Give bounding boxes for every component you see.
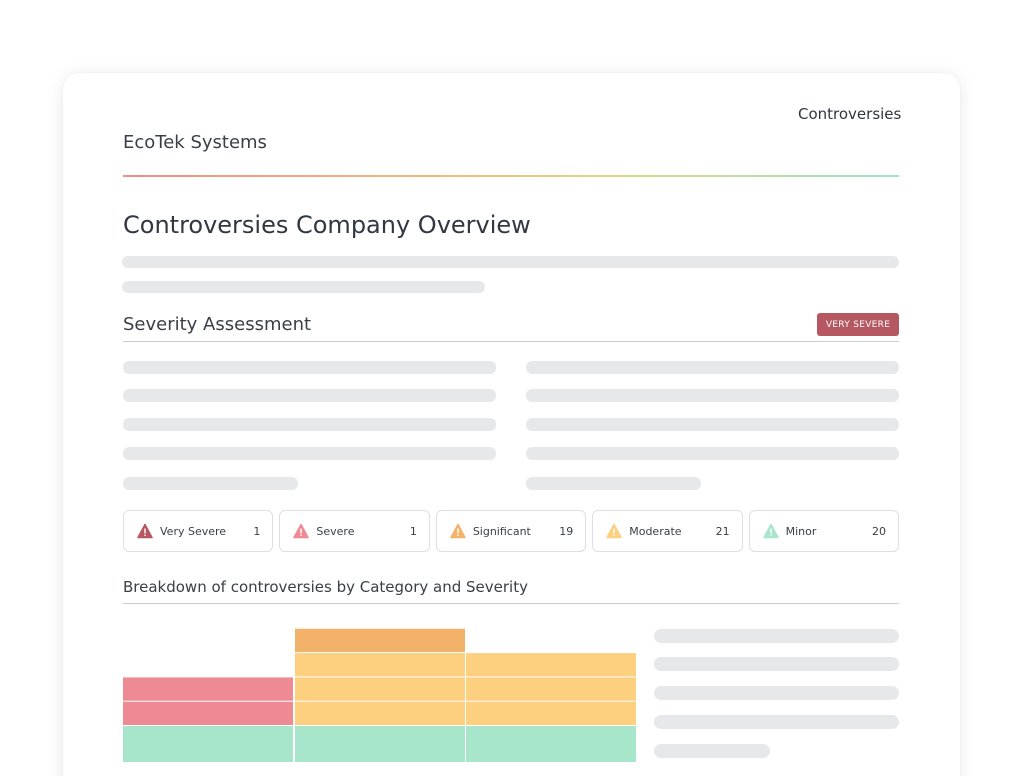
section-divider	[123, 603, 899, 604]
severity-label: Severe	[316, 524, 355, 538]
text-placeholder	[122, 281, 485, 293]
severity-badge: VERY SEVERE	[817, 313, 899, 336]
chart-bar-segment[interactable]	[295, 677, 465, 701]
page-title: Controversies Company Overview	[123, 211, 531, 239]
severity-count: 21	[715, 524, 730, 538]
severity-card-severe[interactable]: Severe 1	[279, 510, 430, 552]
severity-card-moderate[interactable]: Moderate 21	[592, 510, 743, 552]
severity-heading: Severity Assessment	[123, 314, 312, 335]
warning-icon	[450, 523, 466, 539]
chart-bar-segment[interactable]	[295, 628, 465, 653]
severity-label: Very Severe	[160, 524, 227, 538]
chart-bar-segment[interactable]	[466, 701, 636, 725]
chart-bar-segment[interactable]	[295, 701, 465, 725]
warning-icon	[293, 523, 310, 539]
text-placeholder	[526, 418, 899, 431]
text-placeholder	[123, 477, 298, 490]
severity-count: 20	[872, 524, 887, 538]
text-placeholder	[654, 744, 770, 758]
text-placeholder	[122, 256, 899, 268]
text-placeholder	[526, 447, 899, 460]
text-placeholder	[123, 361, 496, 374]
chart-bar-segment[interactable]	[466, 726, 636, 762]
text-placeholder	[654, 715, 899, 729]
header-divider	[123, 175, 899, 177]
severity-card-very-severe[interactable]: Very Severe 1	[123, 510, 274, 552]
text-placeholder	[526, 477, 701, 490]
report-card: Controversies EcoTek Systems Controversi…	[63, 73, 960, 776]
text-placeholder	[123, 447, 496, 460]
chart-bar-segment[interactable]	[295, 726, 465, 762]
severity-count: 19	[559, 524, 574, 538]
severity-summary: Very Severe 1 Severe 1 Significant 19	[123, 510, 900, 552]
text-placeholder	[654, 629, 899, 643]
text-placeholder	[526, 389, 899, 402]
severity-label: Minor	[785, 524, 817, 538]
severity-count: 1	[253, 524, 261, 538]
warning-icon	[606, 523, 622, 539]
severity-card-significant[interactable]: Significant 19	[435, 510, 587, 552]
chart-bar-segment[interactable]	[123, 701, 293, 725]
chart-bar-segment[interactable]	[466, 653, 636, 677]
breakdown-chart	[123, 628, 636, 762]
section-label: Controversies	[798, 105, 902, 123]
chart-bar-segment[interactable]	[123, 677, 293, 701]
severity-label: Moderate	[629, 524, 682, 538]
severity-card-minor[interactable]: Minor 20	[748, 510, 900, 552]
text-placeholder	[654, 657, 899, 671]
company-name: EcoTek Systems	[123, 132, 267, 153]
text-placeholder	[526, 361, 899, 374]
severity-count: 1	[409, 524, 417, 538]
chart-bar-segment[interactable]	[295, 653, 465, 677]
text-placeholder	[123, 418, 496, 431]
text-placeholder	[654, 686, 899, 700]
warning-icon	[762, 523, 779, 539]
breakdown-heading: Breakdown of controversies by Category a…	[123, 578, 528, 596]
section-divider	[123, 341, 899, 342]
text-placeholder	[123, 389, 496, 402]
warning-icon	[137, 523, 153, 539]
severity-label: Significant	[472, 524, 531, 538]
chart-bar-segment[interactable]	[123, 726, 293, 762]
chart-bar-segment[interactable]	[466, 677, 636, 701]
